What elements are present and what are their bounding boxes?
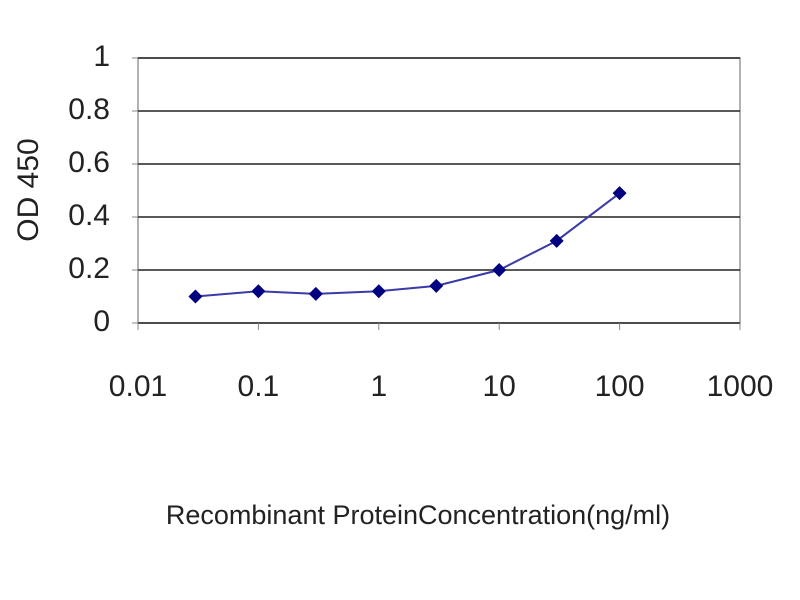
x-tick-label: 100	[595, 370, 645, 403]
data-line	[195, 192, 621, 298]
data-point	[308, 286, 323, 301]
data-point	[612, 186, 627, 201]
x-tick-label: 0.1	[238, 370, 280, 403]
y-tick-label: 0.4	[68, 199, 110, 232]
x-tick-label: 1000	[707, 370, 774, 403]
y-axis-label: OD 450	[12, 138, 45, 241]
data-point	[492, 263, 507, 277]
data-point	[371, 284, 386, 299]
y-tick-label: 0.8	[68, 93, 110, 126]
y-tick-label: 0	[93, 305, 110, 338]
plot-area	[137, 57, 741, 324]
y-tick-label: 1	[93, 40, 110, 73]
y-tick-label: 0.6	[68, 146, 110, 179]
data-point	[251, 284, 266, 299]
data-point	[188, 289, 203, 304]
y-tick-label: 0.2	[68, 252, 110, 285]
x-tick-label: 0.01	[109, 370, 167, 403]
x-tick-label: 1	[370, 370, 387, 403]
data-point	[549, 233, 564, 248]
data-point	[429, 278, 444, 293]
x-axis-label: Recombinant ProteinConcentration(ng/ml)	[166, 500, 670, 530]
x-tick-label: 10	[483, 370, 516, 403]
